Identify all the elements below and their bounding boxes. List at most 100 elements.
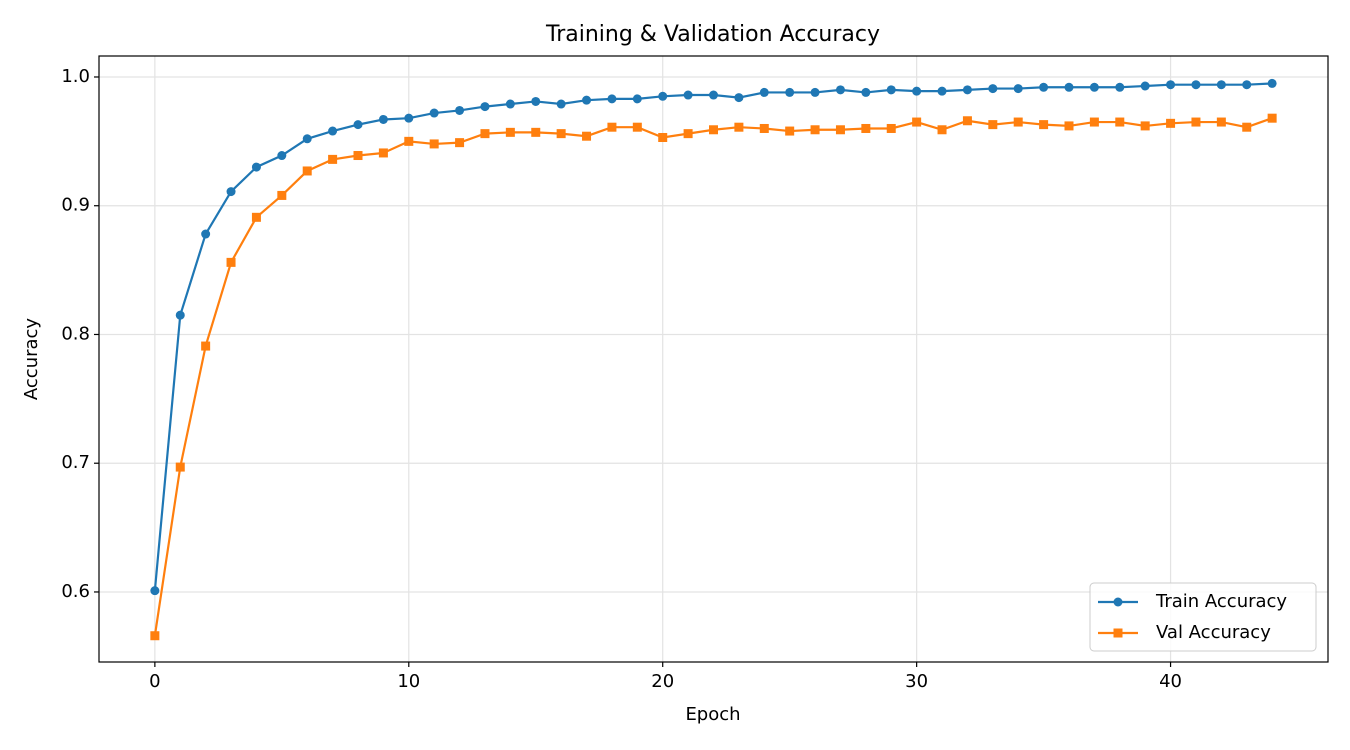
marker (353, 151, 363, 161)
plot-frame (98, 55, 1329, 663)
chart-title: Training & Validation Accuracy (545, 22, 880, 47)
marker (886, 123, 896, 133)
marker (632, 94, 642, 104)
marker (937, 125, 947, 135)
marker (429, 139, 439, 149)
marker (810, 125, 820, 135)
marker (328, 126, 338, 136)
marker (988, 120, 998, 130)
marker (1166, 118, 1176, 128)
marker (1013, 84, 1023, 94)
marker (759, 123, 769, 133)
marker (861, 123, 871, 133)
marker (302, 134, 312, 144)
marker (861, 87, 871, 97)
marker (404, 113, 414, 123)
marker (1039, 120, 1049, 130)
marker (175, 462, 185, 472)
marker (835, 125, 845, 135)
marker (658, 132, 668, 142)
marker (201, 341, 211, 351)
marker (1267, 78, 1277, 88)
x-tick-label: 30 (905, 671, 928, 692)
marker (709, 125, 718, 135)
data-line (153, 82, 1273, 591)
marker (480, 102, 490, 112)
marker (658, 91, 668, 101)
marker (1115, 117, 1125, 127)
marker (1064, 121, 1074, 131)
marker (683, 90, 693, 100)
marker (378, 148, 388, 158)
y-tick-label: 0.7 (61, 452, 90, 473)
marker (505, 99, 515, 109)
marker (480, 129, 490, 139)
marker (962, 85, 972, 95)
x-tick-label: 40 (1159, 671, 1182, 692)
marker (759, 87, 769, 97)
marker (734, 122, 744, 132)
marker (988, 84, 998, 94)
marker (886, 85, 896, 95)
marker (709, 90, 718, 100)
marker (1039, 82, 1049, 92)
marker (277, 190, 287, 200)
y-tick-label: 0.8 (61, 323, 90, 344)
marker (1013, 117, 1023, 127)
data-line (153, 117, 1273, 636)
marker (429, 108, 439, 118)
marker (531, 96, 541, 106)
marker (150, 631, 160, 641)
legend-label: Val Accuracy (1156, 622, 1271, 643)
marker (1191, 117, 1201, 127)
marker (226, 257, 236, 267)
marker (607, 122, 617, 132)
marker (1242, 122, 1252, 132)
marker (912, 117, 922, 127)
marker (1115, 82, 1125, 92)
marker (582, 95, 592, 105)
marker (251, 162, 261, 172)
marker (1216, 117, 1226, 127)
y-tick-label: 1.0 (61, 66, 90, 87)
marker (1242, 80, 1252, 90)
marker (556, 99, 566, 109)
marker (455, 138, 465, 148)
marker (683, 129, 693, 139)
marker (277, 151, 287, 161)
marker (150, 586, 160, 596)
marker (937, 86, 947, 96)
marker (810, 87, 820, 97)
marker (1113, 597, 1123, 607)
marker (302, 166, 312, 176)
x-axis-label: Epoch (685, 704, 740, 725)
marker (328, 154, 338, 164)
marker (632, 122, 642, 132)
marker (785, 126, 795, 136)
marker (1140, 121, 1150, 131)
marker (962, 116, 972, 126)
marker (785, 87, 795, 97)
marker (1113, 628, 1123, 638)
marker (912, 86, 922, 96)
marker (505, 127, 515, 137)
marker (556, 129, 566, 139)
marker (1216, 80, 1226, 90)
marker (734, 93, 744, 103)
marker (404, 136, 414, 146)
marker (175, 310, 185, 320)
marker (1166, 80, 1176, 90)
marker (1064, 82, 1074, 92)
marker (1140, 81, 1150, 91)
marker (531, 127, 541, 137)
y-tick-label: 0.9 (61, 195, 90, 216)
marker (607, 94, 617, 104)
marker (201, 229, 211, 239)
marker (226, 187, 236, 197)
x-tick-label: 20 (651, 671, 674, 692)
marker (582, 131, 592, 141)
marker (353, 120, 363, 130)
x-tick-label: 10 (397, 671, 420, 692)
marker (1089, 117, 1099, 127)
